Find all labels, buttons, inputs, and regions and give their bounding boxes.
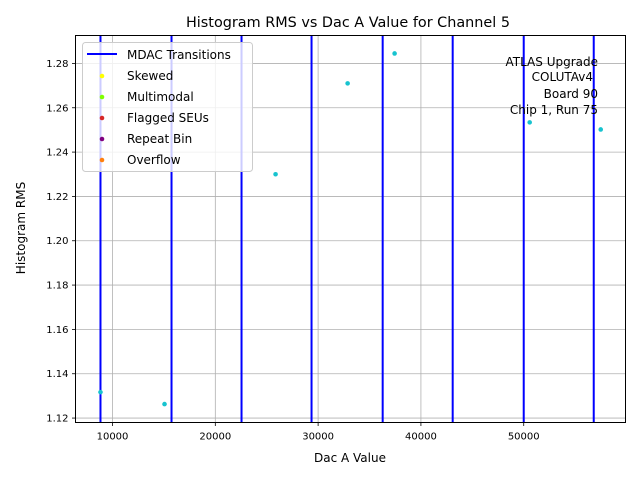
data-point	[392, 51, 397, 56]
data-point	[98, 389, 103, 395]
data-point	[162, 401, 167, 407]
y-axis-label: Histogram RMS	[14, 182, 28, 274]
chart-title: Histogram RMS vs Dac A Value for Channel…	[186, 15, 510, 31]
y-tick-label: 1.26	[46, 103, 68, 114]
legend-label: MDAC Transitions	[127, 48, 231, 62]
legend-label: Skewed	[127, 69, 173, 83]
legend-dot-icon	[99, 94, 105, 100]
y-tick-label: 1.12	[46, 414, 68, 425]
y-tick-label: 1.16	[46, 325, 68, 336]
y-tick-label: 1.24	[46, 148, 68, 159]
legend-dot-icon	[99, 136, 105, 142]
annotation-line: Board 90	[544, 87, 598, 101]
data-point	[273, 171, 278, 177]
y-tick-label: 1.18	[46, 281, 68, 292]
legend: MDAC Transitions Skewed Multimodal Flagged …	[82, 42, 253, 172]
x-tick-label: 20000	[199, 432, 231, 443]
legend-dot-icon	[99, 115, 105, 121]
legend-label: Repeat Bin	[127, 132, 192, 146]
data-point	[598, 127, 604, 132]
legend-label: Flagged SEUs	[127, 111, 209, 125]
y-tick-label: 1.22	[46, 192, 68, 203]
annotation-line: ATLAS Upgrade	[505, 55, 598, 69]
legend-label: Multimodal	[127, 90, 194, 104]
x-axis-ticks: 10000 20000 30000 40000 50000	[97, 422, 540, 443]
legend-frame	[82, 42, 253, 172]
annotation-line: Chip 1, Run 75	[510, 103, 598, 117]
annotation-line: COLUTAv4	[532, 70, 593, 84]
legend-dot-icon	[99, 157, 105, 163]
x-tick-label: 30000	[302, 432, 334, 443]
y-axis-ticks: 1.12 1.14 1.16 1.18 1.20 1.22 1.24 1.26 1.28	[46, 59, 76, 425]
y-tick-label: 1.20	[46, 236, 68, 247]
x-tick-label: 40000	[405, 432, 437, 443]
x-tick-label: 50000	[508, 432, 540, 443]
data-points	[98, 51, 604, 407]
y-tick-label: 1.28	[46, 59, 68, 70]
annotation: ATLAS Upgrade COLUTAv4 Board 90 Chip 1, …	[505, 55, 598, 117]
data-point	[345, 81, 350, 86]
x-axis-label: Dac A Value	[314, 451, 386, 465]
plot-frame	[75, 35, 626, 423]
x-tick-label: 10000	[97, 432, 129, 443]
y-tick-label: 1.14	[46, 369, 68, 380]
data-point	[527, 120, 532, 125]
legend-dot-icon	[99, 73, 105, 79]
legend-label: Overflow	[127, 153, 181, 167]
